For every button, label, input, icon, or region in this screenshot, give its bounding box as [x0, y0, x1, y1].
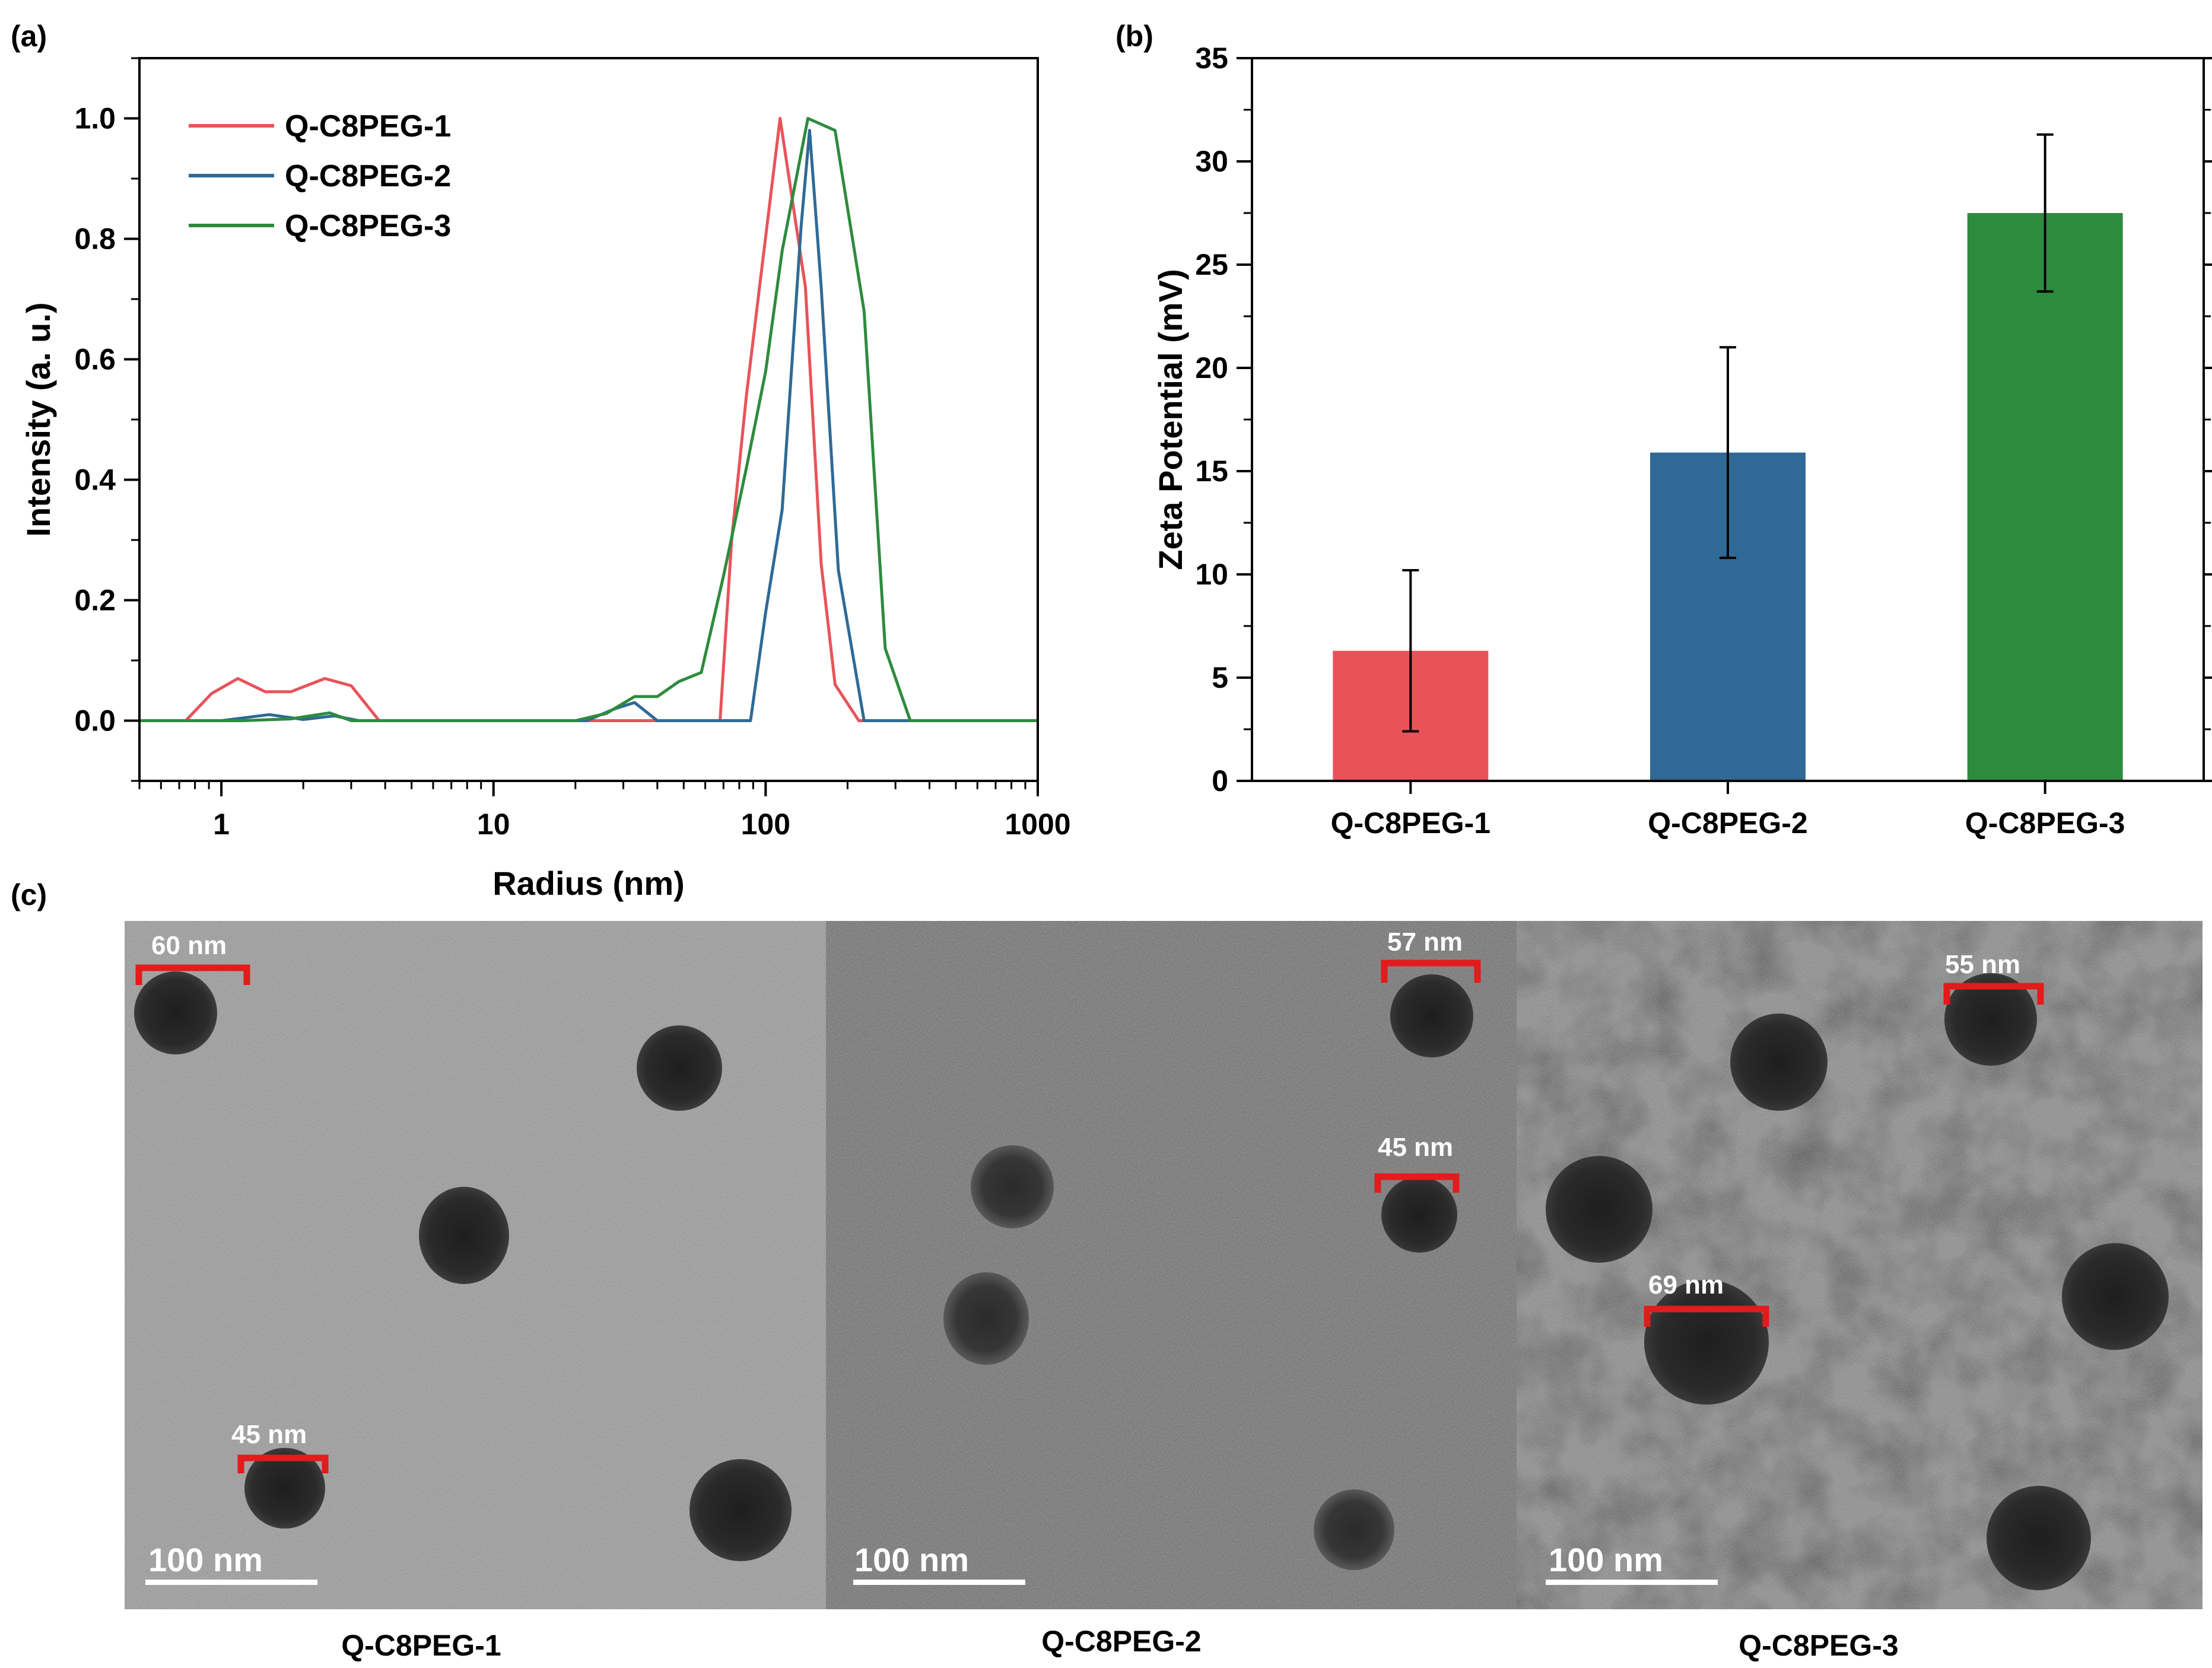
- x-tick-label: 10: [477, 808, 510, 841]
- series-line-3: [139, 117, 1038, 722]
- legend-label: Q-C8PEG-1: [285, 109, 451, 144]
- scale-bar-label: 100 nm: [854, 1541, 969, 1578]
- x-axis-label-a: Radius (nm): [492, 865, 685, 902]
- y-tick-label: 10: [1195, 558, 1228, 591]
- nanoparticle: [689, 1459, 792, 1561]
- bars-b: [1333, 133, 2123, 781]
- x-category-label: Q-C8PEG-3: [1965, 806, 2125, 840]
- y-tick-label: 0.4: [74, 463, 116, 497]
- panel-label-c: (c): [11, 878, 47, 911]
- nanoparticle: [1944, 973, 2037, 1066]
- x-category-label: Q-C8PEG-1: [1331, 806, 1491, 840]
- nanoparticle: [2062, 1243, 2169, 1350]
- nanoparticle: [1390, 974, 1473, 1057]
- y-axis-ticks-b: 0 5 10 15 20 25 30 35: [1195, 42, 2212, 798]
- tem-image-3: 55 nm 69 nm 100 nm: [1517, 921, 2203, 1609]
- nanoparticle: [971, 1145, 1054, 1228]
- y-tick-label: 5: [1212, 661, 1228, 694]
- size-marker: [1644, 1305, 1769, 1327]
- nanoparticle: [134, 971, 217, 1054]
- y-tick-label: 0.0: [74, 704, 116, 738]
- y-tick-label: 1.0: [74, 102, 116, 135]
- y-tick-label: 25: [1195, 248, 1228, 281]
- y-tick-label: 20: [1195, 351, 1228, 385]
- panel-label-a: (a): [11, 20, 47, 53]
- series-line-1: [139, 117, 1038, 722]
- x-category-labels-b: Q-C8PEG-1 Q-C8PEG-2 Q-C8PEG-3: [1331, 781, 2125, 840]
- dls-line-chart: 1 10 100 1000 0.0 0.2 0.4 0.6 0.8 1.0 Radius (nm…: [20, 57, 1071, 902]
- x-axis-ticks-a: 1 10 100 1000: [138, 781, 1071, 841]
- tem-image-2: 57 nm 45 nm 100 nm: [826, 921, 1517, 1609]
- dls-series-lines: [139, 117, 1038, 722]
- nanoparticle: [419, 1187, 509, 1284]
- tem-image-1: 60 nm 45 nm 100 nm: [125, 921, 826, 1609]
- size-marker: [135, 964, 250, 985]
- scale-bar: [853, 1580, 1025, 1585]
- legend-label: Q-C8PEG-2: [285, 159, 451, 193]
- nanoparticle: [637, 1025, 722, 1111]
- nanoparticle: [244, 1448, 325, 1529]
- size-annotation: 57 nm: [1387, 927, 1463, 957]
- nanoparticle: [943, 1272, 1029, 1365]
- x-category-label: Q-C8PEG-2: [1648, 806, 1808, 840]
- y-tick-label: 0.6: [74, 343, 116, 376]
- size-marker: [1943, 983, 2044, 1005]
- y-tick-label: 0.8: [74, 223, 116, 256]
- size-marker: [1374, 1173, 1460, 1193]
- nanoparticle: [1987, 1486, 2091, 1590]
- tem-caption-2: Q-C8PEG-2: [1041, 1625, 1202, 1658]
- tem-caption-1: Q-C8PEG-1: [341, 1629, 501, 1662]
- panel-label-b: (b): [1115, 20, 1153, 53]
- nanoparticle: [1381, 1177, 1457, 1253]
- x-tick-label: 1: [213, 808, 230, 841]
- scale-bar: [1546, 1580, 1718, 1585]
- legend-label: Q-C8PEG-3: [285, 209, 451, 243]
- size-annotation: 55 nm: [1945, 950, 2020, 979]
- series-line-2: [139, 129, 1038, 722]
- y-axis-label-b: Zeta Potential (mV): [1152, 269, 1189, 570]
- legend-a: Q-C8PEG-1 Q-C8PEG-2 Q-C8PEG-3: [189, 109, 451, 243]
- scale-bar: [145, 1580, 317, 1585]
- y-axis-label-a: Intensity (a. u.): [20, 302, 57, 536]
- nanoparticle: [1546, 1156, 1652, 1263]
- nanoparticle: [1730, 1013, 1828, 1111]
- x-tick-label: 100: [741, 808, 790, 841]
- size-annotation: 60 nm: [151, 931, 227, 960]
- size-annotation: 45 nm: [231, 1420, 307, 1449]
- plot-frame-a: [138, 57, 1039, 782]
- nanoparticle: [1314, 1489, 1394, 1570]
- size-annotation: 69 nm: [1648, 1270, 1724, 1300]
- size-annotation: 45 nm: [1378, 1133, 1453, 1162]
- y-tick-label: 30: [1195, 145, 1228, 178]
- x-tick-label: 1000: [1005, 808, 1070, 841]
- bar-3: [1967, 213, 2123, 781]
- size-marker: [1381, 960, 1481, 983]
- y-tick-label: 35: [1195, 42, 1228, 75]
- scale-bar-label: 100 nm: [148, 1541, 263, 1578]
- tem-image-strip: 60 nm 45 nm 100 nm 57 nm 45 nm 100 nm: [125, 921, 2203, 1662]
- y-tick-label: 15: [1195, 455, 1228, 488]
- tem-caption-3: Q-C8PEG-3: [1739, 1629, 1899, 1662]
- scale-bar-label: 100 nm: [1549, 1541, 1663, 1578]
- size-marker: [237, 1454, 329, 1473]
- y-tick-label: 0.2: [74, 584, 116, 617]
- y-axis-ticks-a: 0.0 0.2 0.4 0.6 0.8 1.0: [74, 57, 139, 782]
- y-tick-label: 0: [1212, 764, 1228, 798]
